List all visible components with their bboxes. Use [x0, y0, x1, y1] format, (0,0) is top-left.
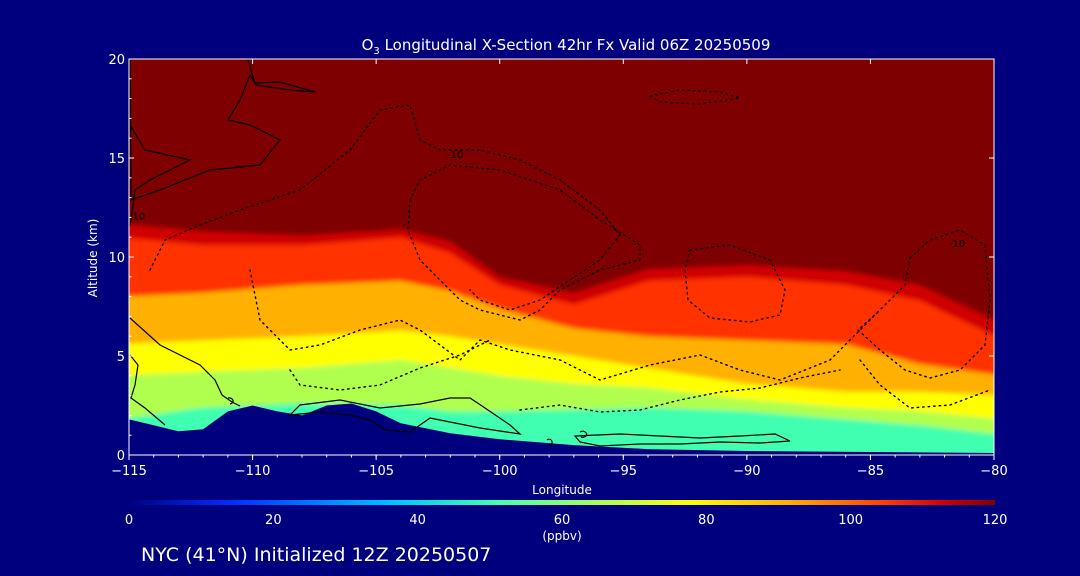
colorbar-tick-label: 100: [838, 513, 863, 528]
contour-label: -10: [447, 150, 463, 161]
chart-title: O3 Longitudinal X-Section 42hr Fx Valid …: [362, 36, 771, 57]
contour-solid-line: [227, 397, 234, 405]
y-tick-label: 15: [108, 152, 125, 167]
footer-text: NYC (41°N) Initialized 12Z 20250507: [141, 544, 491, 566]
colorbar-units: (ppbv): [542, 529, 581, 543]
x-tick-label: −95: [610, 464, 637, 479]
x-tick-label: −115: [111, 464, 147, 479]
contour-label: 10: [133, 211, 146, 222]
contour-dotted-line: [859, 359, 991, 409]
contour-dotted-line: [648, 89, 741, 105]
x-tick-label: −90: [733, 464, 760, 479]
plot-area: -10 -10 10: [129, 59, 994, 455]
contour-dotted-line: [519, 369, 841, 413]
contour-solid-line: [129, 317, 241, 407]
y-tick-label: 0: [117, 449, 125, 464]
x-tick-label: −80: [980, 464, 1007, 479]
contour-solid-line: [546, 438, 553, 446]
contour-solid-line: [129, 59, 316, 201]
colorbar: [129, 500, 995, 505]
terrain: [129, 403, 994, 455]
contour-dotted-line: [684, 244, 786, 323]
contour-dotted-line: [249, 269, 881, 381]
x-axis: −115 −110 −105 −100 −95 −90 −85 −80: [111, 59, 1008, 479]
colorbar-tick-label: 80: [698, 513, 715, 528]
colorbar-ticks: 0 20 40 60 80 100 120: [125, 513, 1008, 528]
terrain-fill: [129, 403, 994, 455]
x-axis-label: Longitude: [532, 483, 592, 497]
x-tick-label: −85: [857, 464, 884, 479]
x-tick-label: −105: [358, 464, 394, 479]
x-tick-label: −110: [235, 464, 271, 479]
contour-dotted-line: [289, 339, 491, 391]
contour-solid-line: [129, 354, 166, 426]
contour-labels: -10 -10 10: [133, 150, 966, 250]
contour-solid-line: [129, 124, 192, 229]
contour-solid-line: [579, 430, 588, 438]
x-tick-label: −100: [482, 464, 518, 479]
colorbar-tick-label: 20: [265, 513, 282, 528]
contour-lines: [129, 59, 991, 447]
y-axis: 0 5 10 15 20: [108, 53, 994, 464]
y-tick-label: 20: [108, 53, 125, 68]
contour-label: -10: [949, 239, 965, 250]
colorbar-tick-label: 120: [983, 513, 1008, 528]
contour-solid-line: [288, 397, 522, 435]
y-tick-label: 10: [108, 251, 125, 266]
y-tick-label: 5: [117, 350, 125, 365]
colorbar-tick-label: 60: [554, 513, 571, 528]
contour-solid-line: [573, 433, 791, 447]
y-axis-label: Altitude (km): [86, 219, 100, 298]
colorbar-tick-label: 0: [125, 513, 133, 528]
colorbar-tick-label: 40: [409, 513, 426, 528]
